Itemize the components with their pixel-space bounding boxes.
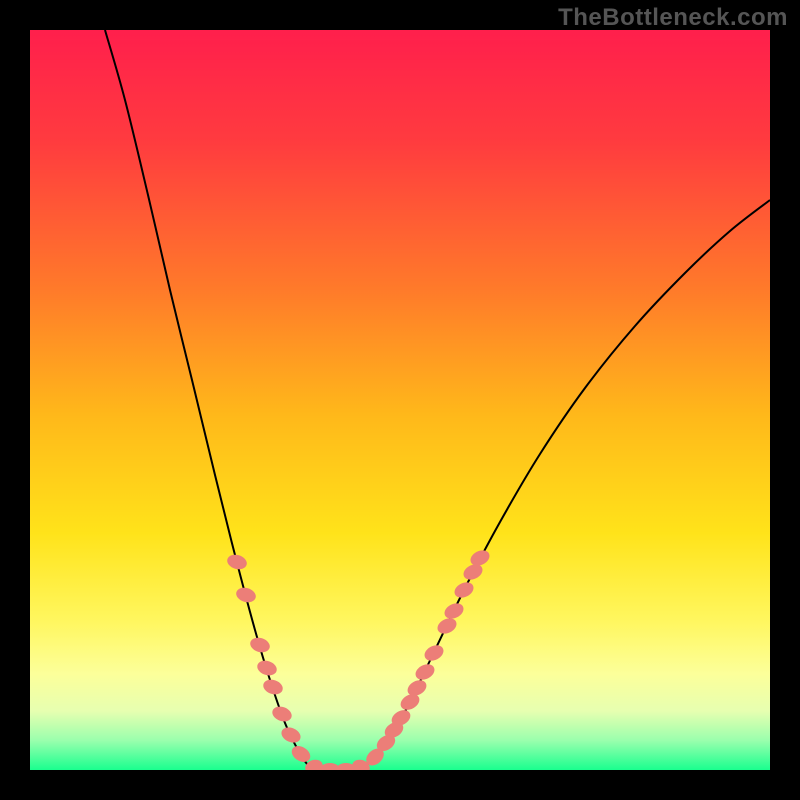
plot-area (30, 30, 770, 770)
chart-frame: TheBottleneck.com (0, 0, 800, 800)
gradient-background (30, 30, 770, 770)
watermark-text: TheBottleneck.com (558, 4, 788, 32)
plot-svg (30, 30, 770, 770)
